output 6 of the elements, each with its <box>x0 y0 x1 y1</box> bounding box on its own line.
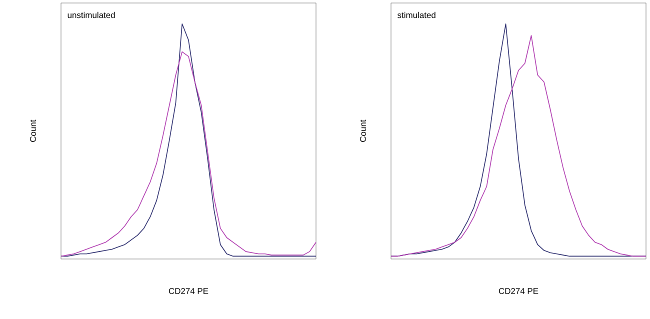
y-axis-title: Count <box>30 120 36 142</box>
x-axis-title: CD274 PE <box>498 288 538 294</box>
text: stimulated <box>398 12 436 18</box>
y-axis-title: Count <box>360 120 366 142</box>
x-axis-title: CD274 PE <box>168 288 208 294</box>
text: unstimulated <box>68 12 115 18</box>
